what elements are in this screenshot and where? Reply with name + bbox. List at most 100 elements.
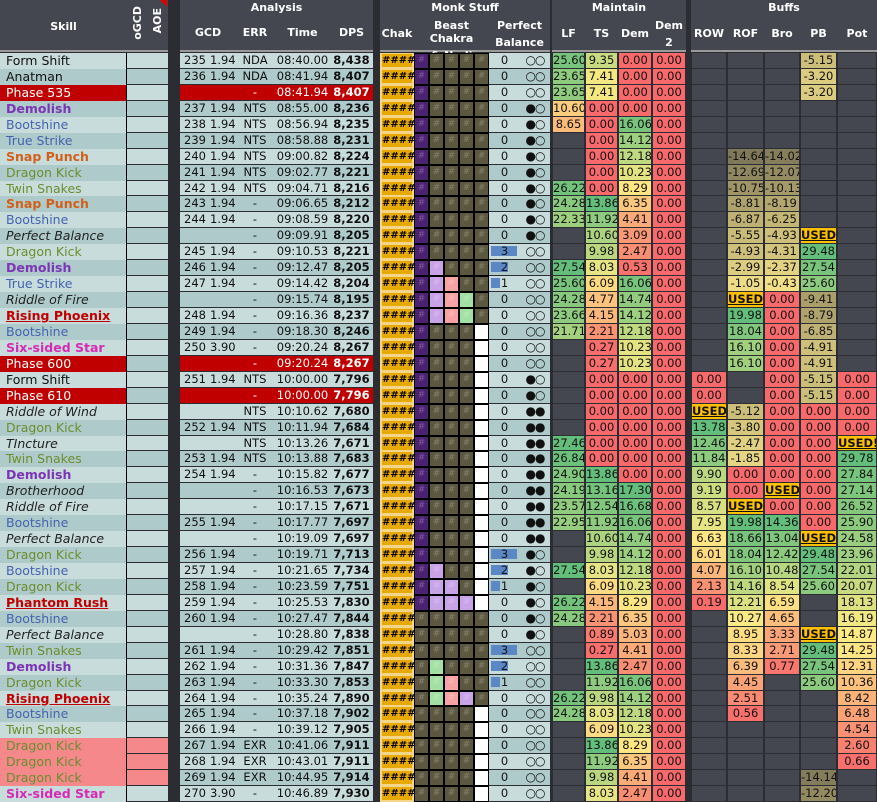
- ts-cell[interactable]: 6.09: [585, 722, 618, 739]
- chakra-pink-cell[interactable]: #: [444, 292, 459, 308]
- skill-cell[interactable]: Brotherhood: [0, 483, 127, 500]
- time-cell[interactable]: 09:16.36: [275, 308, 330, 324]
- error-cell[interactable]: -: [235, 483, 275, 500]
- skill-cell[interactable]: Phantom Rush: [0, 594, 127, 611]
- chakra-cell[interactable]: #####: [380, 84, 414, 101]
- row-buff-cell[interactable]: [691, 754, 727, 771]
- time-cell[interactable]: 09:15.74: [275, 292, 330, 308]
- ogcd-cell[interactable]: [127, 451, 147, 468]
- beast-empty-cell[interactable]: #: [444, 706, 459, 723]
- dem2-cell[interactable]: 0.00: [652, 84, 686, 101]
- error-cell[interactable]: NTS: [235, 451, 275, 468]
- dem-cell[interactable]: 8.29: [618, 594, 652, 611]
- dem-cell[interactable]: 12.18: [618, 323, 652, 340]
- aoe-cell[interactable]: [147, 132, 168, 149]
- nadi-lunar-cell[interactable]: #: [414, 164, 429, 181]
- ts-cell[interactable]: 4.77: [585, 292, 618, 308]
- error-cell[interactable]: -: [235, 308, 275, 324]
- error-cell[interactable]: -: [235, 84, 275, 101]
- error-cell[interactable]: -: [235, 244, 275, 261]
- nadi-lunar-cell[interactable]: #: [414, 292, 429, 308]
- gcd-length-cell[interactable]: 1.94: [210, 547, 235, 563]
- ts-cell[interactable]: 0.00: [585, 387, 618, 404]
- ts-cell[interactable]: 11.92: [585, 212, 618, 229]
- ts-cell[interactable]: 11.92: [585, 754, 618, 771]
- skill-cell[interactable]: Form Shift: [0, 53, 127, 69]
- pot-buff-cell[interactable]: 23.96: [837, 547, 877, 563]
- dem2-cell[interactable]: 0.00: [652, 276, 686, 293]
- dps-cell[interactable]: 7,751: [330, 578, 373, 595]
- lf-cell[interactable]: 21.71: [552, 323, 585, 340]
- dem2-cell[interactable]: 0.00: [652, 467, 686, 484]
- perfect-balance-stacks-cell[interactable]: 0: [489, 786, 520, 802]
- ts-cell[interactable]: 13.16: [585, 483, 618, 500]
- time-cell[interactable]: 09:18.30: [275, 323, 330, 340]
- gcd-length-cell[interactable]: 3.90: [210, 339, 235, 356]
- lf-cell[interactable]: 24.90: [552, 467, 585, 484]
- pb-buff-cell[interactable]: 0.00: [800, 467, 837, 484]
- chakra-cell[interactable]: #####: [380, 626, 414, 643]
- gcd-length-cell[interactable]: 1.94: [210, 578, 235, 595]
- row-buff-cell[interactable]: 9.19: [691, 483, 727, 500]
- error-cell[interactable]: -: [235, 594, 275, 611]
- beast-empty-cell[interactable]: #: [444, 260, 459, 277]
- dps-cell[interactable]: 7,902: [330, 706, 373, 723]
- row-buff-cell[interactable]: USED!: [691, 403, 727, 420]
- bro-buff-cell[interactable]: 0.00: [764, 467, 800, 484]
- skill-cell[interactable]: Dragon Kick: [0, 674, 127, 691]
- lf-cell[interactable]: 23.57: [552, 499, 585, 516]
- dem2-cell[interactable]: 0.00: [652, 483, 686, 500]
- pot-buff-cell[interactable]: [837, 228, 877, 245]
- chakra-cell[interactable]: #####: [380, 116, 414, 133]
- beast-empty-cell[interactable]: #: [429, 403, 444, 420]
- error-cell[interactable]: -: [235, 610, 275, 627]
- bro-buff-cell[interactable]: 0.77: [764, 658, 800, 675]
- chakra-cell[interactable]: #####: [380, 53, 414, 69]
- lf-cell[interactable]: [552, 786, 585, 802]
- lf-cell[interactable]: [552, 674, 585, 691]
- chakra-cell[interactable]: #####: [380, 323, 414, 340]
- dps-cell[interactable]: 7,796: [330, 371, 373, 388]
- dem2-cell[interactable]: 0.00: [652, 738, 686, 755]
- time-cell[interactable]: 08:55.00: [275, 100, 330, 117]
- rof-buff-cell[interactable]: 18.66: [727, 531, 764, 548]
- dem2-cell[interactable]: 0.00: [652, 244, 686, 261]
- bro-buff-cell[interactable]: -12.07: [764, 164, 800, 181]
- lf-cell[interactable]: 10.60: [552, 100, 585, 117]
- ts-cell[interactable]: 13.86: [585, 467, 618, 484]
- dem-cell[interactable]: 12.18: [618, 706, 652, 723]
- time-cell[interactable]: 09:14.42: [275, 276, 330, 293]
- perfect-balance-stacks-cell[interactable]: 0: [489, 722, 520, 739]
- rof-buff-cell[interactable]: 4.45: [727, 674, 764, 691]
- dps-cell[interactable]: 7,905: [330, 722, 373, 739]
- dem-cell[interactable]: 12.18: [618, 563, 652, 579]
- gcd-number-cell[interactable]: [180, 387, 210, 404]
- lf-cell[interactable]: 24.19: [552, 483, 585, 500]
- dem2-cell[interactable]: 0.00: [652, 642, 686, 659]
- error-cell[interactable]: -: [235, 531, 275, 548]
- chakra-green-cell[interactable]: #: [459, 292, 474, 308]
- beast-empty-cell[interactable]: #: [429, 53, 444, 69]
- lf-cell[interactable]: [552, 754, 585, 771]
- pot-buff-cell[interactable]: 27.84: [837, 467, 877, 484]
- pot-buff-cell[interactable]: [837, 196, 877, 213]
- nadi-lunar-cell[interactable]: #: [414, 196, 429, 213]
- pot-buff-cell[interactable]: 24.58: [837, 531, 877, 548]
- row-buff-cell[interactable]: [691, 308, 727, 324]
- ts-cell[interactable]: 7.41: [585, 68, 618, 85]
- row-buff-cell[interactable]: [691, 68, 727, 85]
- dps-cell[interactable]: 8,235: [330, 116, 373, 133]
- dem2-cell[interactable]: 0.00: [652, 499, 686, 516]
- rof-buff-cell[interactable]: 8.95: [727, 626, 764, 643]
- perfect-balance-stacks-cell[interactable]: 2: [489, 658, 520, 675]
- rof-buff-cell[interactable]: USED!: [727, 292, 764, 308]
- dem2-cell[interactable]: 0.00: [652, 100, 686, 117]
- row-buff-cell[interactable]: [691, 610, 727, 627]
- bro-buff-cell[interactable]: 0.00: [764, 292, 800, 308]
- perfect-balance-stacks-cell[interactable]: 0: [489, 419, 520, 436]
- pb-buff-cell[interactable]: [800, 594, 837, 611]
- beast-empty-cell[interactable]: #: [444, 339, 459, 356]
- perfect-balance-stacks-cell[interactable]: 0: [489, 594, 520, 611]
- rof-buff-cell[interactable]: 18.04: [727, 323, 764, 340]
- rof-buff-cell[interactable]: 0.00: [727, 483, 764, 500]
